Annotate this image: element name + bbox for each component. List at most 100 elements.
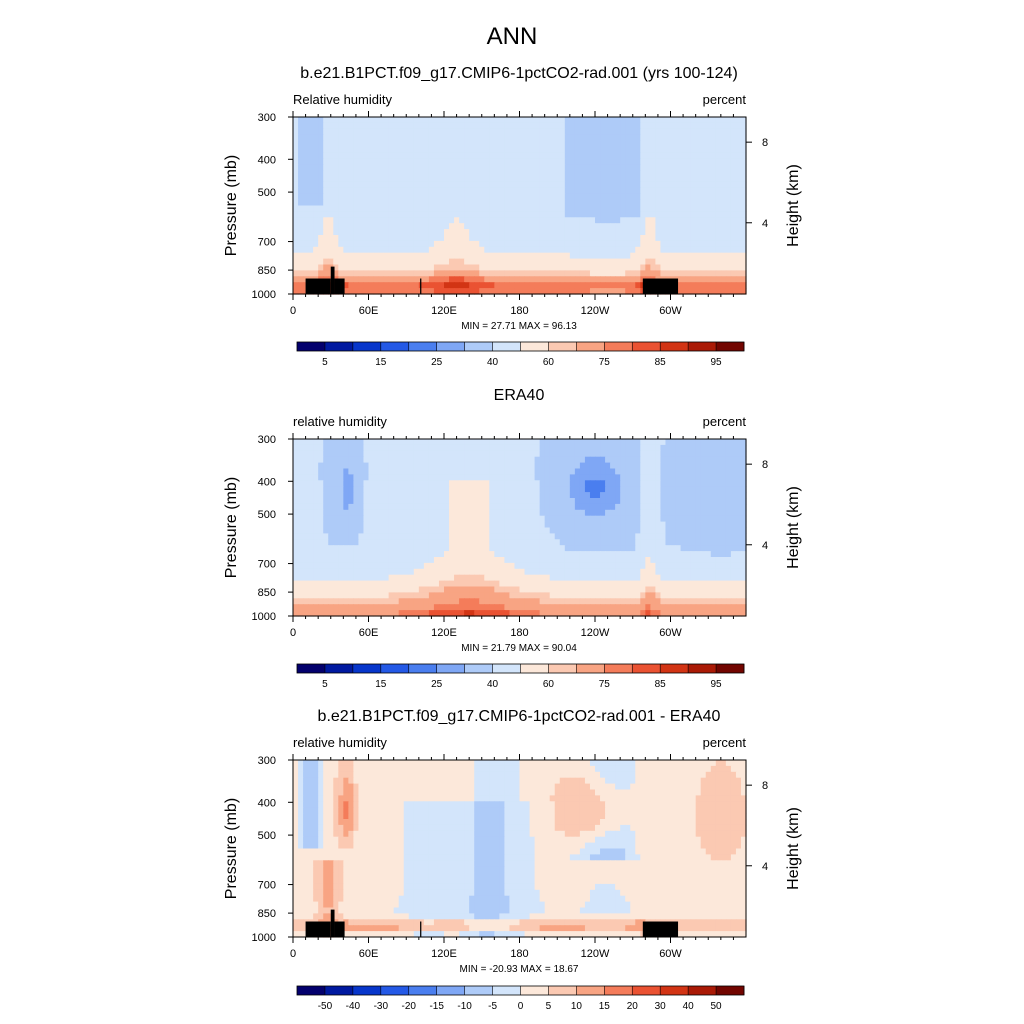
heatmap-cell [444,252,450,260]
heatmap-cell [524,117,531,124]
heatmap-cell [318,158,324,165]
heatmap-cell [323,122,329,130]
heatmap-cell [579,264,586,271]
heatmap-cell [549,246,556,254]
heatmap-cell [484,557,490,564]
heatmap-cell [640,122,646,130]
heatmap-cell [625,503,631,511]
heatmap-cell [605,258,611,266]
heatmap-cell [454,462,460,470]
heatmap-cell [293,240,299,248]
heatmap-cell [469,193,475,201]
heatmap-cell [650,264,656,271]
heatmap-cell [595,193,601,201]
heatmap-cell [489,152,495,159]
heatmap-cell [358,264,365,271]
heatmap-cell [524,270,531,277]
heatmap-cell [600,240,606,248]
heatmap-cell [635,158,641,165]
heatmap-cell [564,462,571,470]
heatmap-cell [660,152,667,159]
heatmap-cell [348,515,354,523]
heatmap-cell [454,229,460,236]
heatmap-cell [579,480,586,487]
heatmap-cell [358,474,365,481]
heatmap-cell [298,258,304,266]
heatmap-cell [474,444,480,452]
heatmap-cell [685,187,692,195]
heatmap-cell [645,439,651,446]
heatmap-cell [293,128,299,136]
heatmap-cell [680,217,687,224]
heatmap-cell [484,193,490,201]
heatmap-cell [484,545,490,552]
heatmap-cell [449,187,455,195]
heatmap-cell [544,474,551,481]
heatmap-cell [403,193,410,201]
heatmap-cell [464,211,470,218]
heatmap-cell [303,117,309,124]
heatmap-cell [700,270,707,277]
heatmap-cell [428,217,435,224]
heatmap-cell [685,223,692,230]
heatmap-cell [459,444,465,452]
heatmap-cell [569,450,576,458]
heatmap-cell [353,562,360,570]
heatmap-cell [499,439,505,446]
heatmap-cell [630,474,636,481]
heatmap-cell [418,158,425,165]
heatmap-cell [474,128,480,136]
heatmap-cell [554,270,561,277]
heatmap-cell [554,474,561,481]
heatmap-cell [303,545,309,552]
heatmap-cell [690,176,697,183]
heatmap-cell [358,152,365,159]
heatmap-cell [645,205,651,212]
heatmap-cell [408,229,415,236]
heatmap-cell [333,557,339,564]
heatmap-cell [529,193,536,201]
heatmap-cell [343,211,349,218]
heatmap-cell [640,557,646,564]
heatmap-cell [388,545,395,552]
heatmap-cell [393,140,400,148]
heatmap-cell [504,474,511,481]
heatmap-cell [640,568,646,576]
heatmap-cell [303,211,309,218]
heatmap-cell [444,444,450,452]
heatmap-cell [333,539,339,546]
heatmap-cell [514,258,521,266]
heatmap-cell [459,282,465,289]
heatmap-cell [574,468,581,475]
heatmap-cell [408,122,415,130]
heatmap-cell [549,492,556,499]
heatmap-cell [715,509,722,517]
heatmap-cell [524,264,531,271]
heatmap-cell [519,545,526,552]
heatmap-cell [710,498,717,505]
heatmap-cell [680,545,687,552]
heatmap-cell [423,158,430,165]
heatmap-cell [358,176,365,183]
heatmap-cell [559,240,566,248]
heatmap-cell [700,521,707,529]
heatmap-cell [645,235,651,242]
heatmap-cell [529,539,536,546]
heatmap-cell [459,545,465,552]
heatmap-cell [479,486,485,493]
heatmap-cell [524,551,531,558]
heatmap-cell [640,199,646,207]
heatmap-cell [514,146,521,153]
heatmap-cell [363,492,370,499]
heatmap-cell [635,456,641,464]
heatmap-cell [610,444,616,452]
heatmap-cell [549,551,556,558]
heatmap-cell [584,176,591,183]
heatmap-cell [559,498,566,505]
colorbar-swatch [688,342,717,351]
heatmap-cell [428,264,435,271]
heatmap-cell [479,193,485,201]
heatmap-cell [348,480,354,487]
heatmap-cell [720,498,727,505]
heatmap-cell [569,533,576,540]
